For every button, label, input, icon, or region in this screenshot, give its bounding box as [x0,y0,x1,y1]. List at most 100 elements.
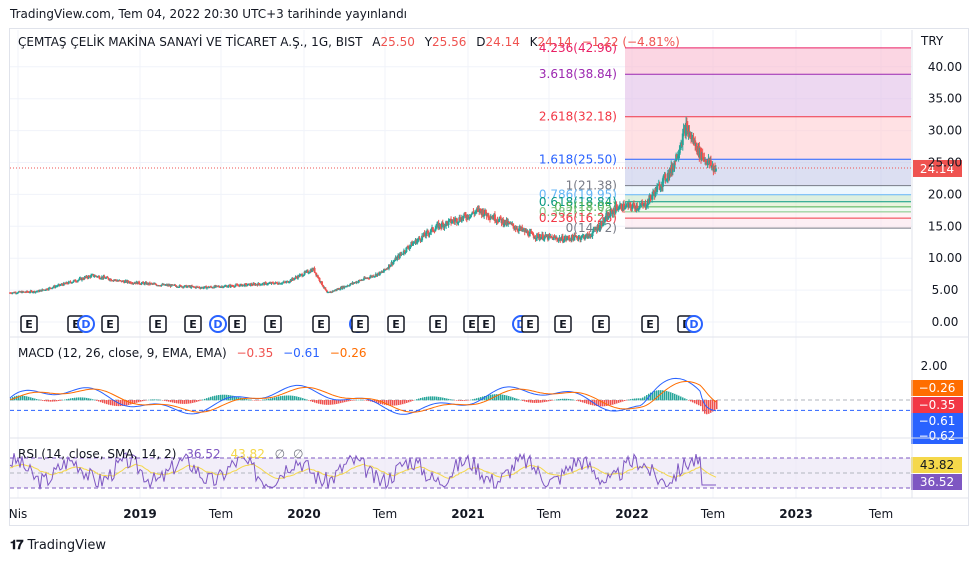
macd-histogram-bar [550,400,552,401]
candle-body [407,246,410,248]
candle-body [241,285,244,287]
macd-histogram-bar [142,400,144,402]
x-tick-label: 2022 [615,507,648,521]
macd-histogram-bar [340,400,342,404]
macd-histogram-bar [320,400,322,405]
macd-histogram-bar [508,396,510,401]
macd-histogram-bar [522,400,524,401]
candle-body [129,281,132,284]
macd-line-value: −0.61 [283,346,320,360]
macd-histogram-bar [524,400,526,402]
macd-histogram-bar [432,396,434,401]
candle-body [349,284,352,286]
macd-histogram-bar [308,400,310,401]
candle-body [623,203,626,210]
candle-body [540,237,543,240]
macd-histogram-bar [670,392,672,401]
candle-body [103,276,106,278]
macd-histogram-bar [338,400,340,404]
rsi-value-badge [911,474,962,490]
candle-body [615,204,618,208]
macd-histogram-bar [116,400,118,407]
candle-body [583,235,586,240]
macd-histogram-bar [280,396,282,401]
macd-histogram-bar [666,391,668,401]
candle-body [516,228,519,230]
macd-histogram-bar [164,400,166,401]
candle-body [507,221,510,225]
macd-histogram-bar [134,400,136,404]
candle-body [298,274,301,277]
low-label: D [476,35,485,49]
macd-histogram-bar [276,396,278,401]
candle-body [292,278,295,280]
macd-histogram-bar [222,394,224,401]
macd-hist-value: −0.35 [237,346,274,360]
candle-body [601,225,604,227]
macd-histogram-bar [272,397,274,401]
rsi-value: 36.52 [186,447,220,461]
macd-histogram-bar [344,400,346,403]
candle-body [671,167,674,173]
macd-histogram-bar [406,400,408,403]
candle-body [233,286,236,288]
candle-body [202,287,205,289]
candle-body [174,284,177,286]
candle-body [291,278,294,281]
candle-body [226,286,229,288]
macd-histogram-bar [154,399,156,401]
macd-histogram-bar [176,400,178,404]
candle-body [685,122,688,136]
macd-histogram-bar [52,400,54,402]
macd-histogram-bar [42,400,44,401]
macd-histogram-bar [630,399,632,401]
candle-body [436,223,439,228]
macd-histogram-bar [150,399,152,401]
macd-histogram-bar [378,400,380,404]
candle-body [512,226,515,229]
macd-histogram-bar [680,396,682,401]
macd-histogram-bar [332,400,334,405]
candle-body [547,234,550,240]
candle-body [56,284,59,287]
candle-body [428,233,431,235]
macd-histogram-bar [568,398,570,401]
macd-histogram-bar [68,398,70,401]
macd-histogram-bar [504,395,506,401]
macd-histogram-bar [108,400,110,405]
macd-histogram-bar [368,400,370,402]
candle-body [637,208,640,210]
candle-body [440,222,443,228]
macd-histogram-bar [602,400,604,407]
macd-histogram-bar [676,394,678,401]
macd-histogram-bar [124,400,126,406]
macd-histogram-bar [198,400,200,402]
candle-body [90,275,93,278]
macd-histogram-bar [360,399,362,401]
macd-histogram-bar [302,398,304,401]
macd-value-badge [911,397,963,413]
macd-histogram-bar [464,400,466,401]
macd-histogram-bar [396,400,398,406]
macd-histogram-bar [536,400,538,403]
macd-histogram-bar [376,400,378,404]
macd-histogram-bar [106,400,108,405]
macd-histogram-bar [248,399,250,401]
candle-body [429,232,432,234]
macd-histogram-bar [542,400,544,403]
earnings-marker-label: E [25,318,33,331]
macd-histogram-bar [304,398,306,401]
candle-body [567,236,570,238]
candle-body [645,206,648,208]
macd-histogram-bar [148,399,150,401]
candle-body [487,213,490,218]
candle-body [213,285,216,289]
candle-body [62,282,65,286]
candle-body [686,125,689,135]
candle-body [409,245,412,247]
candle-body [493,214,496,221]
candle-body [306,270,309,273]
macd-histogram-bar [168,400,170,402]
candle-body [616,207,619,210]
